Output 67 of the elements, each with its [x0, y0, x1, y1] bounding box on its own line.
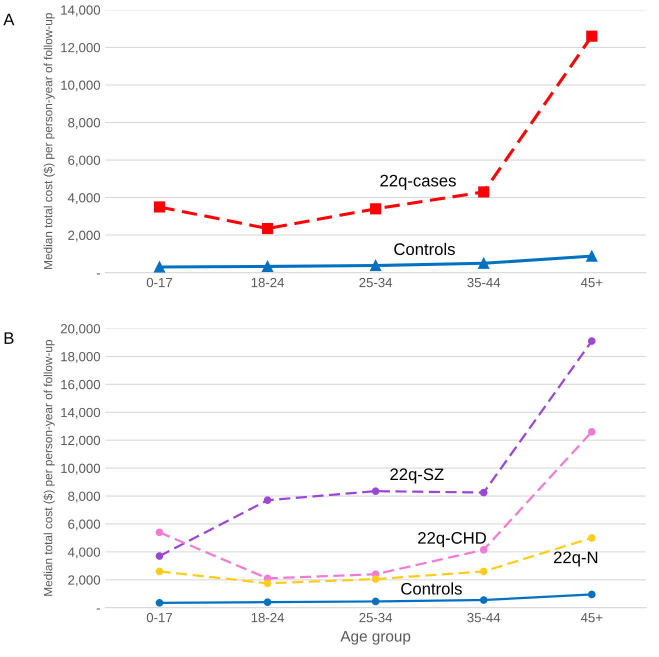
point [588, 534, 596, 542]
y-tick-label: 20,000 [60, 324, 100, 335]
point [154, 261, 166, 273]
x-axis-title: Age group [340, 631, 410, 645]
y-tick-label: 8,000 [68, 118, 100, 129]
point [372, 598, 380, 606]
y-tick-label: 14,000 [61, 5, 100, 16]
series-label: Controls [401, 582, 462, 595]
x-tick-label: 18-24 [252, 612, 284, 622]
x-tick-label: 0-17 [146, 278, 172, 288]
point [586, 30, 598, 42]
x-tick-label: 35-44 [467, 278, 500, 288]
y-axis-title: Median total cost ($) per person-year of follow-up [43, 340, 55, 596]
x-tick-label: 0-17 [146, 612, 172, 622]
y-tick-label: 4,000 [68, 193, 100, 204]
series-label: 22q-cases [380, 174, 456, 190]
point [370, 203, 382, 214]
x-tick-label: 18-24 [252, 278, 284, 288]
y-tick-label: 2,000 [68, 230, 100, 242]
y-tick-label: - [96, 608, 100, 610]
y-tick-label: - [96, 273, 100, 274]
x-tick-label: 45+ [580, 278, 602, 288]
point [586, 250, 598, 262]
point [480, 596, 488, 604]
point [156, 528, 164, 536]
chart-title: B [4, 332, 14, 344]
point [154, 201, 166, 213]
point [480, 488, 488, 496]
y-tick-label: 12,000 [61, 436, 100, 447]
point [372, 575, 380, 583]
x-tick-label: 45+ [580, 613, 602, 622]
y-tick-label: 2,000 [68, 575, 100, 586]
y-tick-label: 16,000 [61, 380, 100, 391]
y-tick-label: 10,000 [61, 80, 100, 92]
y-tick-label: 8,000 [68, 492, 100, 503]
chart-title: A [3, 14, 14, 26]
series-label: 22q-CHD [418, 532, 486, 548]
point [264, 579, 272, 588]
point [264, 598, 272, 606]
y-tick-label: 6,000 [68, 156, 100, 166]
point [588, 428, 596, 436]
point [262, 222, 274, 234]
y-axis-title: Median total cost ($) per person-year of follow-up [43, 13, 55, 269]
point [264, 496, 272, 504]
point [478, 258, 490, 269]
x-tick-label: 35-44 [467, 612, 500, 622]
point [370, 260, 382, 272]
point [156, 568, 164, 576]
series-label: 22q-N [554, 551, 598, 567]
series-label: Controls [394, 242, 455, 256]
x-tick-label: 25-34 [359, 612, 392, 622]
point [156, 552, 164, 560]
point [588, 337, 596, 345]
point [478, 186, 490, 198]
y-tick-label: 12,000 [61, 42, 100, 54]
point [156, 599, 164, 607]
y-tick-label: 10,000 [61, 464, 100, 475]
y-tick-label: 14,000 [61, 408, 100, 419]
y-tick-label: 4,000 [68, 547, 100, 558]
point [588, 590, 596, 598]
point [262, 260, 274, 272]
y-tick-label: 6,000 [68, 520, 100, 530]
series-label: 22q-SZ [390, 468, 444, 484]
x-tick-label: 25-34 [359, 278, 392, 288]
point [372, 487, 380, 495]
point [480, 568, 488, 576]
y-tick-label: 18,000 [61, 352, 100, 363]
